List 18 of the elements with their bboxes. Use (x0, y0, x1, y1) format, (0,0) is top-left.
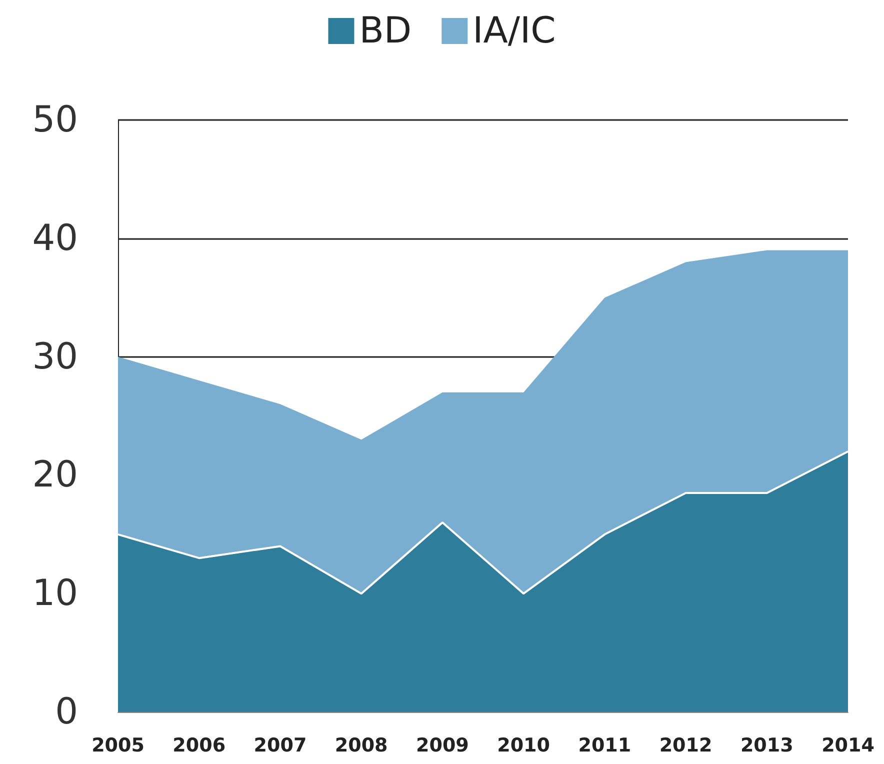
y-tick-label: 0 (55, 692, 78, 732)
x-tick-label: 2009 (416, 734, 469, 756)
x-tick-label: 2007 (254, 734, 307, 756)
x-tick-label: 2012 (659, 734, 712, 756)
x-tick-label: 2013 (740, 734, 794, 756)
y-tick-label: 10 (32, 573, 78, 614)
x-tick-label: 2010 (497, 734, 550, 756)
x-tick-label: 2005 (92, 734, 144, 756)
x-tick-label: 2014 (822, 734, 874, 756)
legend-label: BD (359, 10, 412, 52)
x-tick-label: 2008 (334, 734, 388, 756)
x-tick-label: 2006 (172, 734, 226, 756)
y-tick-label: 30 (32, 336, 78, 378)
y-tick-label: 20 (32, 454, 78, 496)
y-tick-label: 40 (32, 218, 78, 259)
x-tick-label: 2011 (578, 734, 632, 756)
legend-label: IA/IC (472, 10, 556, 52)
y-tick-label: 50 (32, 100, 78, 140)
